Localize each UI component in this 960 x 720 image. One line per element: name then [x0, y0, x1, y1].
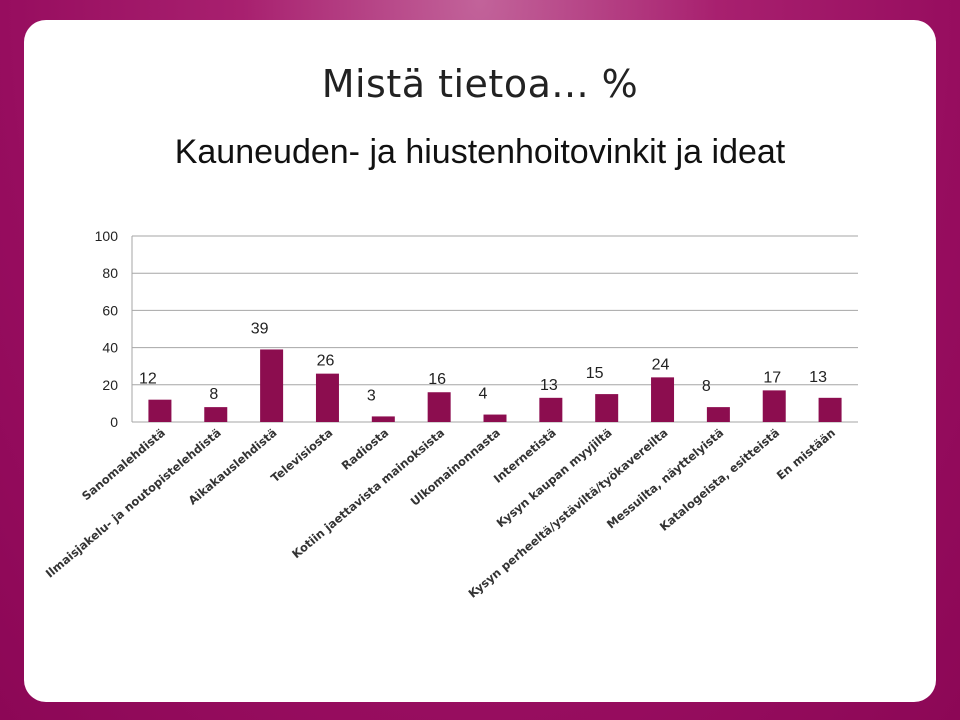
data-label: 39	[251, 320, 269, 337]
bar	[762, 390, 786, 422]
data-label: 13	[809, 369, 827, 386]
y-tick-label: 40	[102, 340, 118, 356]
y-tick-label: 80	[102, 265, 118, 281]
data-label: 8	[702, 378, 711, 395]
data-label: 8	[209, 386, 218, 403]
y-tick-label: 60	[102, 302, 118, 318]
bar	[371, 416, 395, 422]
y-tick-label: 20	[102, 377, 118, 393]
bar	[595, 394, 619, 422]
data-label: 13	[540, 377, 558, 394]
bar	[706, 407, 730, 422]
bar	[260, 349, 284, 422]
bar	[427, 392, 451, 422]
x-category-label: En mistään	[774, 426, 838, 483]
data-label: 15	[586, 365, 604, 382]
bar	[651, 377, 675, 422]
data-label: 12	[139, 371, 157, 388]
x-category-label: Televisiosta	[268, 426, 335, 486]
slide-panel	[24, 20, 936, 702]
y-tick-label: 100	[95, 228, 119, 244]
bar	[315, 373, 339, 422]
x-category-label: Kysyn perheeltä/ystäviltä/työkavereilta	[466, 426, 671, 601]
bar	[148, 399, 172, 422]
bar	[539, 397, 563, 422]
data-label: 24	[652, 356, 670, 373]
x-category-label: Radiosta	[339, 426, 392, 473]
bar	[483, 414, 507, 422]
y-tick-label: 0	[110, 414, 118, 430]
data-label: 16	[428, 371, 446, 388]
chart-title: Kauneuden- ja hiustenhoitovinkit ja idea…	[174, 133, 786, 171]
data-label: 4	[479, 386, 488, 403]
data-label: 17	[763, 369, 781, 386]
bar	[818, 397, 842, 422]
slide-heading: Mistä tietoa... %	[321, 62, 639, 106]
data-label: 3	[367, 387, 376, 404]
bar	[204, 407, 228, 422]
data-label: 26	[317, 353, 335, 370]
